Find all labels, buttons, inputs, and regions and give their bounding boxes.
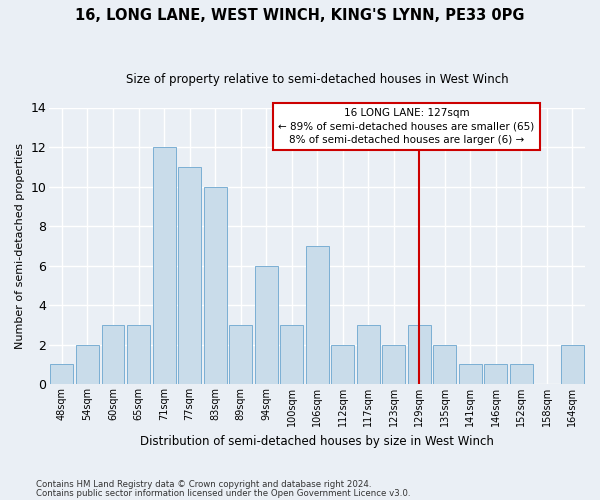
Bar bbox=[382, 344, 405, 384]
Text: Contains public sector information licensed under the Open Government Licence v3: Contains public sector information licen… bbox=[36, 488, 410, 498]
Text: 16 LONG LANE: 127sqm
← 89% of semi-detached houses are smaller (65)
8% of semi-d: 16 LONG LANE: 127sqm ← 89% of semi-detac… bbox=[278, 108, 535, 145]
Bar bbox=[459, 364, 482, 384]
Bar bbox=[152, 147, 176, 384]
Bar bbox=[203, 186, 227, 384]
Bar bbox=[50, 364, 73, 384]
Bar bbox=[101, 325, 124, 384]
X-axis label: Distribution of semi-detached houses by size in West Winch: Distribution of semi-detached houses by … bbox=[140, 434, 494, 448]
Text: 16, LONG LANE, WEST WINCH, KING'S LYNN, PE33 0PG: 16, LONG LANE, WEST WINCH, KING'S LYNN, … bbox=[75, 8, 525, 22]
Bar bbox=[331, 344, 354, 384]
Bar bbox=[76, 344, 99, 384]
Text: Contains HM Land Registry data © Crown copyright and database right 2024.: Contains HM Land Registry data © Crown c… bbox=[36, 480, 371, 489]
Bar bbox=[280, 325, 303, 384]
Bar bbox=[254, 266, 278, 384]
Bar bbox=[356, 325, 380, 384]
Title: Size of property relative to semi-detached houses in West Winch: Size of property relative to semi-detach… bbox=[126, 72, 508, 86]
Y-axis label: Number of semi-detached properties: Number of semi-detached properties bbox=[15, 143, 25, 349]
Bar bbox=[229, 325, 252, 384]
Bar bbox=[433, 344, 456, 384]
Bar bbox=[484, 364, 507, 384]
Bar bbox=[305, 246, 329, 384]
Bar bbox=[178, 167, 201, 384]
Bar bbox=[561, 344, 584, 384]
Bar bbox=[510, 364, 533, 384]
Bar bbox=[127, 325, 150, 384]
Bar bbox=[407, 325, 431, 384]
